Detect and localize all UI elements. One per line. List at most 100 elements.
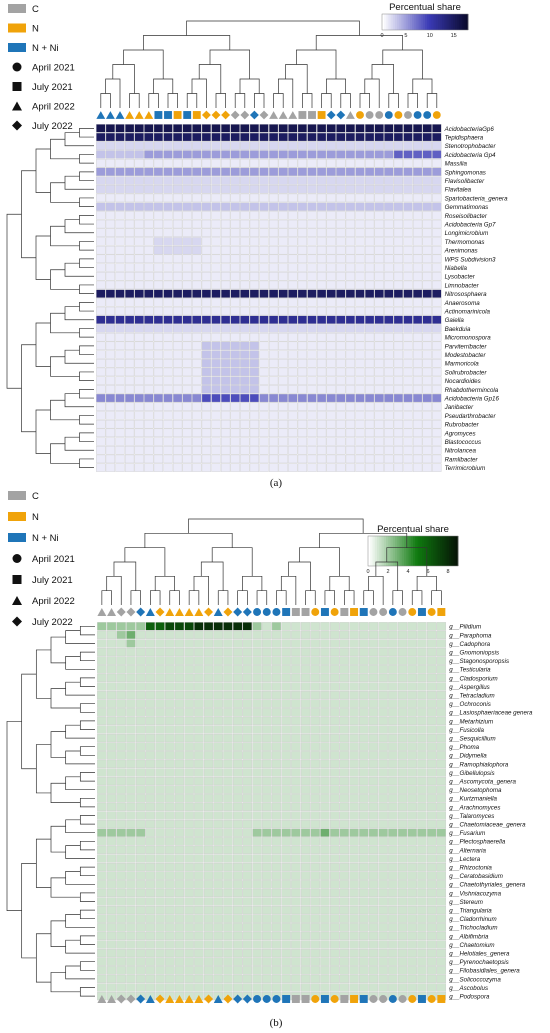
heat-cell	[432, 202, 442, 211]
heat-cell	[291, 759, 301, 769]
heat-cell	[232, 931, 243, 941]
heat-cell	[223, 914, 233, 923]
heat-cell	[368, 673, 379, 683]
heat-cell	[316, 167, 327, 177]
heat-cell	[378, 768, 388, 777]
heat-cell	[355, 167, 365, 177]
heat-cell	[155, 888, 165, 898]
heat-cell	[364, 419, 375, 429]
heat-cell	[374, 385, 384, 394]
heat-cell	[320, 837, 330, 846]
heat-cell	[378, 923, 388, 932]
heat-cell	[407, 983, 417, 992]
dendrogram-branch	[407, 93, 418, 108]
heat-cell	[97, 742, 107, 751]
heat-cell	[135, 940, 146, 949]
heat-cell	[262, 622, 272, 631]
heat-cell	[192, 332, 202, 342]
heat-cell	[300, 776, 311, 786]
column-marker	[116, 607, 126, 617]
heat-cell	[126, 914, 136, 923]
heat-cell	[349, 845, 359, 855]
heat-cell	[192, 376, 202, 385]
heat-cell	[339, 725, 350, 734]
heat-cell	[278, 237, 288, 246]
heat-cell	[213, 871, 223, 880]
row-label: Thermomonas	[445, 239, 485, 246]
row-label: Spartobacteria_genera	[445, 195, 509, 202]
heat-cell	[174, 725, 185, 734]
heat-cell	[364, 385, 375, 394]
heat-cell	[384, 228, 394, 237]
dendrogram-branch	[79, 909, 95, 920]
heat-cell	[163, 341, 173, 351]
heat-cell	[201, 324, 212, 333]
heat-cell	[135, 983, 146, 992]
heat-cell	[288, 176, 298, 185]
heat-cell	[281, 673, 291, 683]
heat-cell	[184, 957, 194, 966]
heat-cell	[307, 315, 317, 324]
heat-cell	[320, 957, 330, 966]
heat-cell	[249, 150, 260, 159]
heat-cell	[271, 819, 282, 829]
heat-cell	[407, 974, 417, 984]
heat-cell	[364, 237, 375, 246]
heat-cell	[232, 888, 243, 898]
heat-cell	[288, 298, 298, 307]
heat-cell	[174, 785, 185, 794]
heat-cell	[268, 272, 279, 281]
heat-cell	[326, 359, 336, 368]
heat-cell	[145, 966, 156, 975]
heat-cell	[278, 124, 288, 133]
heat-cell	[307, 350, 317, 359]
heat-cell	[194, 759, 204, 769]
scale-step	[437, 14, 441, 30]
heat-cell	[220, 132, 231, 142]
heat-cell	[96, 419, 106, 429]
heat-cell	[96, 167, 106, 177]
heat-cell	[291, 811, 301, 820]
heat-cell	[349, 751, 359, 760]
scale-step	[399, 536, 403, 566]
heat-cell	[384, 463, 394, 472]
column-marker	[330, 608, 339, 616]
heat-cell	[310, 802, 320, 812]
heat-cell	[213, 665, 223, 674]
heat-cell	[422, 211, 432, 220]
heat-cell	[232, 699, 243, 708]
heat-cell	[329, 974, 340, 984]
heat-cell	[364, 193, 375, 203]
heat-cell	[252, 690, 262, 700]
heat-cell	[426, 974, 437, 984]
heat-cell	[259, 393, 269, 403]
heat-cell	[339, 776, 350, 786]
heat-cell	[201, 272, 212, 281]
heat-cell	[116, 931, 126, 941]
heat-cell	[329, 725, 340, 734]
heat-cell	[163, 359, 173, 368]
heat-cell	[135, 682, 146, 691]
heat-cell	[96, 454, 106, 464]
heat-cell	[310, 768, 320, 777]
heat-cell	[213, 794, 223, 803]
heat-cell	[240, 402, 250, 411]
heat-cell	[126, 983, 136, 992]
column-marker	[230, 110, 240, 120]
heat-cell	[240, 411, 250, 420]
heat-cell	[403, 245, 413, 255]
heat-cell	[417, 957, 427, 966]
heat-cell	[115, 393, 125, 403]
heat-cell	[115, 193, 125, 203]
column-marker	[423, 111, 432, 119]
heat-cell	[426, 837, 437, 846]
heat-cell	[422, 393, 432, 403]
heat-cell	[211, 141, 221, 150]
heat-cell	[339, 768, 350, 777]
heat-cell	[97, 940, 107, 949]
heat-cell	[232, 923, 243, 932]
heat-cell	[145, 871, 156, 880]
heat-cell	[368, 888, 379, 898]
heat-cell	[300, 974, 311, 984]
heat-cell	[349, 742, 359, 751]
